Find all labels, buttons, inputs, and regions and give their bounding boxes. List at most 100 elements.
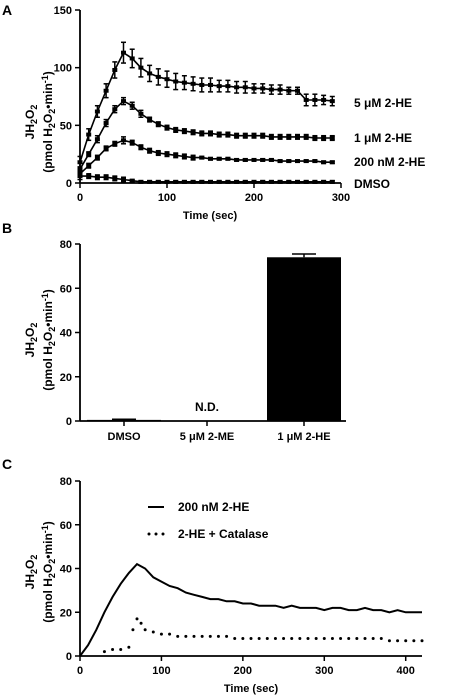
panel-a-data-point [164,179,170,184]
panel-b-xtick-label: 5 μM 2-ME [180,431,234,443]
panel-a-data-point [190,179,196,184]
panel-b-ytick-label: 80 [60,239,72,251]
panel-c-series-point [306,637,310,640]
panel-c-series-point [420,639,424,643]
panel-c-series-point [347,637,351,640]
panel-c-series-point [249,637,253,640]
panel-a-data-point [312,97,318,102]
panel-a-data-point [234,133,240,138]
panel-c-series-point [404,639,408,643]
panel-c-series-point [265,637,269,640]
panel-c-series-point [314,637,318,640]
panel-c-series-point [135,617,139,621]
panel-a-data-point [286,88,292,93]
panel-a-data-point [129,56,135,61]
panel-a-data-point [164,152,170,157]
panel-c-series-point [290,637,294,640]
panel-a-series [77,136,335,177]
panel-c-ytick-label: 0 [66,651,72,663]
panel-a-data-point [225,84,231,89]
panel-c-series-point [102,650,106,654]
panel-a-data-point [329,160,335,165]
panel-a-xlabel: Time (sec) [183,210,238,222]
panel-a-data-point [112,67,118,72]
panel-a-data-point [94,109,100,114]
panel-a-data-point [295,134,300,139]
panel-a-data-point [112,141,118,146]
panel-c-xtick-label: 100 [152,665,170,677]
panel-a-data-point [208,82,213,87]
panel-a-data-point [277,159,283,164]
panel-a-data-point [121,50,126,55]
panel-a-data-point [199,82,205,87]
panel-b-plot: N.D. [87,253,341,421]
panel-c-series-point [192,634,196,638]
panel-a-data-point [147,148,153,153]
panel-a-data-point [260,133,266,138]
panel-a-data-point [216,84,222,89]
panel-c-series-point [412,639,416,643]
panel-a-data-point [129,103,135,108]
panel-a-data-point [277,87,283,92]
panel-a-data-point [147,71,153,76]
panel-a-data-point [173,79,179,84]
panel-a-series-label: 5 μM 2-HE [354,96,412,110]
panel-c-series-point [184,634,188,638]
panel-c-series-point [257,637,261,640]
panel-c-series-point [387,639,391,643]
panel-c-series-point [363,637,367,640]
panel-b-ticks: 0 20 40 60 80 DMSO 5 μM 2-ME 1 μM 2-HE [60,239,331,443]
panel-a-data-point [181,154,187,159]
panel-c-series-point [200,634,204,638]
panel-a-data-point [103,88,109,93]
panel-a-data-point [77,174,83,179]
panel-c-series-point [233,637,237,640]
panel-a-data-point [225,132,231,137]
panel-c-ytick-label: 60 [60,520,72,532]
panel-a-data-point [268,179,274,184]
panel-a-data-point [94,175,100,180]
panel-a-data-point [103,121,109,126]
panel-a-xtick-label: 0 [77,192,83,204]
panel-a-data-point [329,179,335,184]
panel-a-data-point [321,160,327,165]
panel-a-axes: 0 50 100 150 0 100 200 300 [54,5,351,204]
panel-c-xtick-label: 300 [315,665,333,677]
panel-a-ytick-label: 150 [54,5,72,17]
panel-a-data-point [286,179,292,184]
panel-c-xlabel: Time (sec) [224,683,279,695]
panel-a-data-point [216,132,222,137]
panel-c-legend: 200 nM 2-HE 2-HE + Catalase [147,500,269,541]
panel-a-data-point [199,179,205,184]
panel-a-data-point [190,155,196,160]
panel-c-series-point [139,621,143,625]
panel-a-data-point [121,177,126,182]
panel-a-data-point [312,136,318,141]
panel-a-data-point [260,179,266,184]
panel-a-plot: 5 μM 2-HE 1 μM 2-HE 200 nM 2-HE DMSO [77,41,425,191]
panel-a-data-point [260,157,266,162]
panel-b-ytick-label: 20 [60,372,72,384]
panel-a-data-point [164,77,170,82]
panel-a-data-point [242,85,248,90]
panel-c-legend-label: 200 nM 2-HE [178,500,249,514]
panel-b-ylabel-line2: (pmol H2O2•min-1) [40,289,57,391]
panel-c-series-point [273,637,277,640]
panel-b-ylabel: JH2O2 (pmol H2O2•min-1) [23,289,57,391]
panel-a-data-point [329,136,335,141]
panel-a-data-point [147,179,153,184]
panel-c-series-point [127,645,131,649]
panel-c-letter: C [2,456,12,472]
panel-c-ticks: 0 20 40 60 80 0 100 200 300 400 [60,476,415,677]
panel-a-data-point [295,159,300,164]
panel-c-series-point [282,637,286,640]
panel-a-data-point [147,117,153,122]
panel-a: A JH2O2 (pmol H2O2•min-1) 0 50 100 150 0 100 2… [2,2,425,222]
panel-a-data-point [295,179,300,184]
panel-a-data-point [303,159,309,164]
panel-a-data-point [268,134,274,139]
panel-a-data-point [138,179,144,184]
panel-a-data-point [173,127,179,132]
panel-c-series-line [79,562,422,657]
